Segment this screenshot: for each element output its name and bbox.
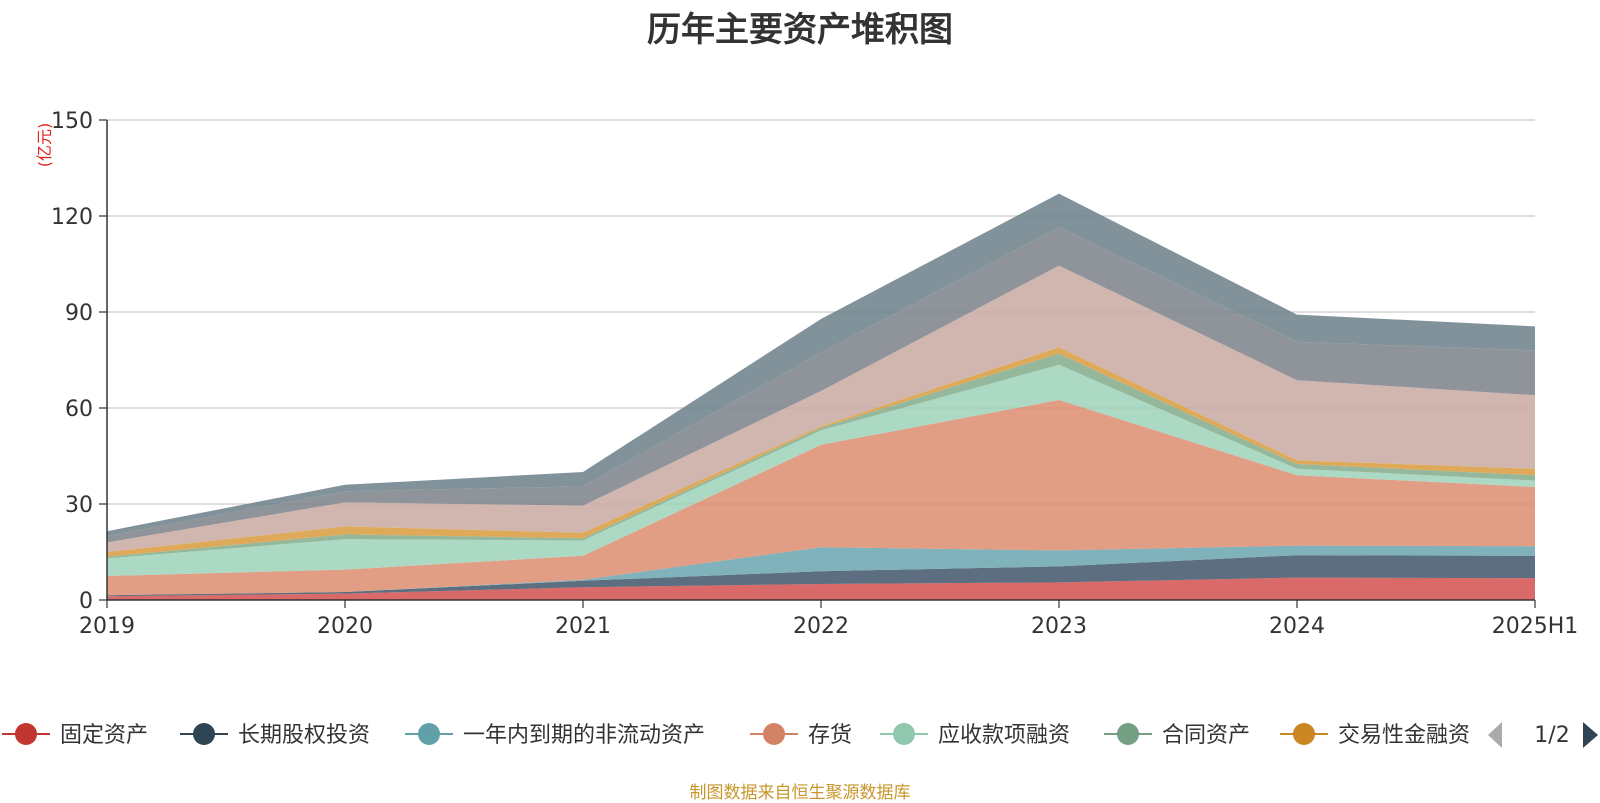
x-tick-label: 2025H1 — [1492, 614, 1579, 639]
legend-circle-icon — [1293, 723, 1315, 745]
x-tick-label: 2024 — [1269, 614, 1325, 639]
legend-item[interactable]: 一年内到期的非流动资产 — [405, 723, 705, 748]
source-note: 制图数据来自恒生聚源数据库 — [689, 783, 911, 803]
legend-item[interactable]: 合同资产 — [1104, 723, 1250, 748]
legend-label: 固定资产 — [60, 723, 148, 748]
chart-title: 历年主要资产堆积图 — [647, 10, 953, 50]
x-tick-label: 2021 — [555, 614, 611, 639]
area-series-2 — [107, 555, 1535, 597]
legend-circle-icon — [893, 723, 915, 745]
y-tick-label: 90 — [65, 301, 93, 326]
y-tick-label: 30 — [65, 493, 93, 518]
legend-label: 一年内到期的非流动资产 — [463, 723, 705, 748]
y-axis-unit-label: (亿元) — [35, 123, 54, 168]
x-tick-label: 2019 — [79, 614, 135, 639]
area-series-8 — [107, 265, 1535, 552]
y-tick-label: 120 — [51, 205, 93, 230]
legend-prev-page-icon[interactable] — [1488, 722, 1502, 748]
legend-circle-icon — [763, 723, 785, 745]
legend-item[interactable]: 长期股权投资 — [180, 723, 370, 748]
legend-circle-icon — [193, 723, 215, 745]
x-tick-label: 2020 — [317, 614, 373, 639]
axes: 0 30 60 90 120 150 2019 2020 2021 2022 2023 2024 202… — [51, 109, 1578, 639]
area-series-3 — [107, 545, 1535, 596]
y-tick-label: 0 — [79, 589, 93, 614]
legend-item[interactable]: 交易性金融资 — [1280, 723, 1470, 748]
legend-item[interactable]: 固定资产 — [2, 723, 148, 748]
legend-item[interactable]: 应收款项融资 — [880, 723, 1070, 748]
legend-circle-icon — [1117, 723, 1139, 745]
legend-label: 长期股权投资 — [238, 723, 370, 748]
legend-label: 应收款项融资 — [938, 723, 1070, 748]
y-tick-label: 60 — [65, 397, 93, 422]
legend-label: 交易性金融资 — [1338, 723, 1470, 748]
legend-label: 合同资产 — [1162, 723, 1250, 748]
area-series-9 — [107, 227, 1535, 543]
legend-circle-icon — [418, 723, 440, 745]
legend-circle-icon — [15, 723, 37, 745]
legend: 固定资产 长期股权投资 一年内到期的非流动资产 存货 应收款项融资 合同资产 交易性金融资 1… — [2, 722, 1598, 748]
y-tick-label: 150 — [51, 109, 93, 134]
legend-item[interactable]: 存货 — [750, 723, 852, 748]
area-series-10 — [107, 193, 1535, 536]
area-series — [107, 193, 1535, 600]
x-tick-label: 2022 — [793, 614, 849, 639]
area-series-1 — [107, 577, 1535, 600]
area-series-5 — [107, 364, 1535, 576]
legend-next-page-icon[interactable] — [1583, 722, 1598, 748]
legend-page-indicator: 1/2 — [1534, 723, 1569, 748]
x-tick-label: 2023 — [1031, 614, 1087, 639]
legend-label: 存货 — [808, 723, 852, 748]
area-series-4 — [107, 400, 1535, 596]
